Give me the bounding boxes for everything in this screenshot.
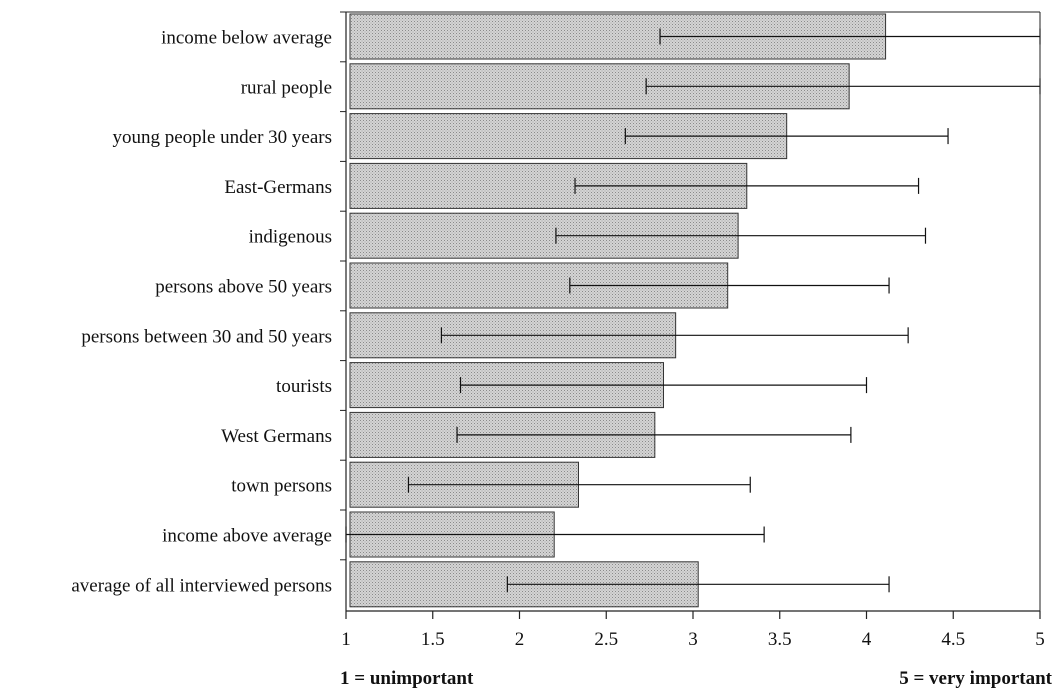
labels-layer: income below average rural people young pe… [71, 28, 1044, 651]
x-tick-label: 5 [1035, 629, 1045, 650]
scale-note-high: 5 = very important [899, 668, 1052, 689]
category-label: East-Germans [224, 177, 332, 198]
category-label: West Germans [221, 426, 332, 447]
axes-layer [340, 11, 1041, 619]
x-tick-label: 4.5 [941, 629, 965, 650]
category-label: tourists [276, 376, 332, 397]
category-label: persons above 50 years [155, 277, 332, 298]
category-label: average of all interviewed persons [71, 575, 332, 596]
scale-note-low: 1 = unimportant [340, 668, 474, 689]
category-label: income below average [161, 28, 332, 49]
category-label: young people under 30 years [113, 127, 333, 148]
x-tick-label: 2.5 [594, 629, 618, 650]
x-tick-label: 3 [688, 629, 698, 650]
x-tick-label: 3.5 [768, 629, 792, 650]
x-tick-label: 1 [341, 629, 351, 650]
category-label: persons between 30 and 50 years [81, 326, 332, 347]
x-tick-label: 4 [862, 629, 872, 650]
category-label: town persons [231, 476, 332, 497]
category-label: indigenous [249, 227, 332, 248]
category-label: income above average [162, 526, 332, 547]
x-tick-label: 2 [515, 629, 525, 650]
category-label: rural people [241, 77, 332, 98]
x-tick-label: 1.5 [421, 629, 445, 650]
bars-layer [349, 13, 887, 608]
error-bars-layer [345, 28, 1041, 593]
